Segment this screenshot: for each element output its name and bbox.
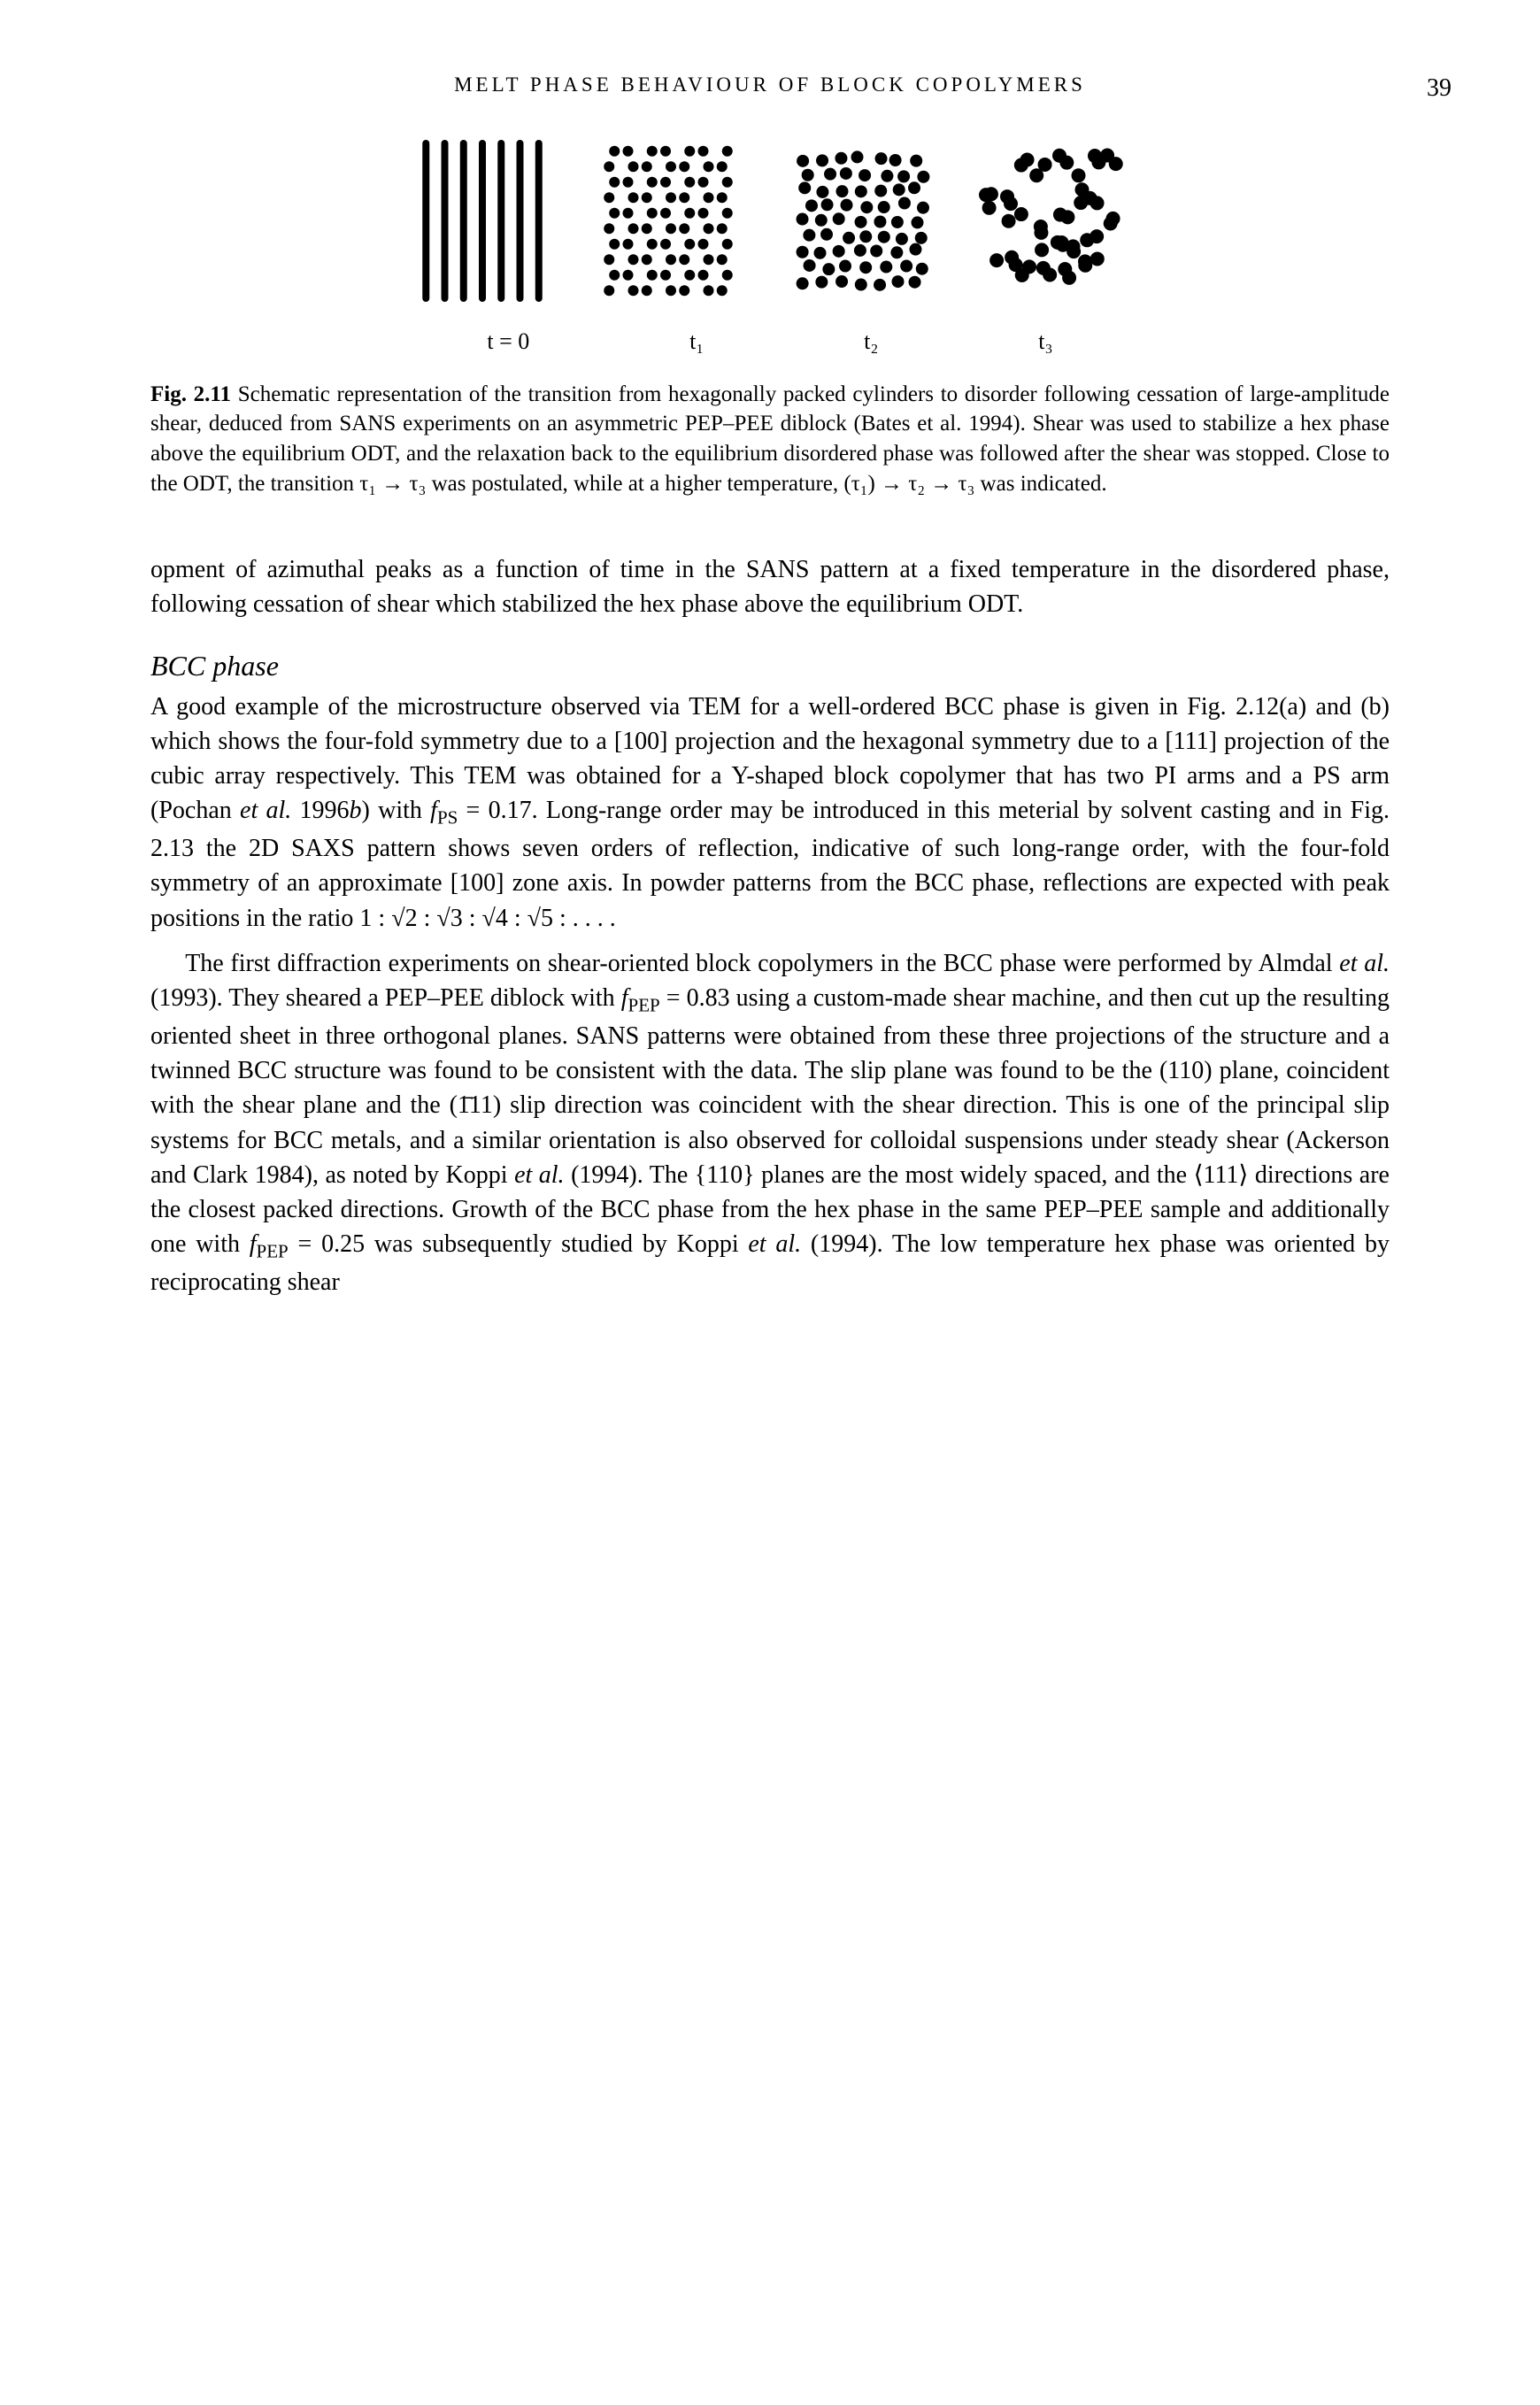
figure-caption-text: Schematic representation of the transiti… — [150, 382, 1390, 496]
figure-svg — [407, 135, 1133, 320]
bcc-paragraph-2: The first diffraction experiments on she… — [150, 946, 1390, 1299]
figure-time-label: t = 0 — [487, 326, 529, 358]
figure-caption: Fig. 2.11 Schematic representation of th… — [150, 380, 1390, 499]
figure-2-11: t = 0 t₁ t₂ t₃ — [150, 135, 1390, 358]
figure-caption-label: Fig. 2.11 — [150, 382, 231, 406]
section-heading-bcc: BCC phase — [150, 646, 1390, 686]
figure-time-label: t₁ — [689, 326, 704, 358]
bcc-paragraph-1: A good example of the microstructure obs… — [150, 690, 1390, 936]
running-title: MELT PHASE BEHAVIOUR OF BLOCK COPOLYMERS — [454, 73, 1086, 96]
page-number: 39 — [1427, 71, 1451, 105]
running-header: MELT PHASE BEHAVIOUR OF BLOCK COPOLYMERS… — [150, 71, 1390, 99]
figure-time-label: t₃ — [1038, 326, 1052, 358]
figure-time-labels: t = 0 t₁ t₂ t₃ — [407, 326, 1133, 358]
intro-paragraph: opment of azimuthal peaks as a function … — [150, 552, 1390, 621]
figure-time-label: t₂ — [864, 326, 878, 358]
